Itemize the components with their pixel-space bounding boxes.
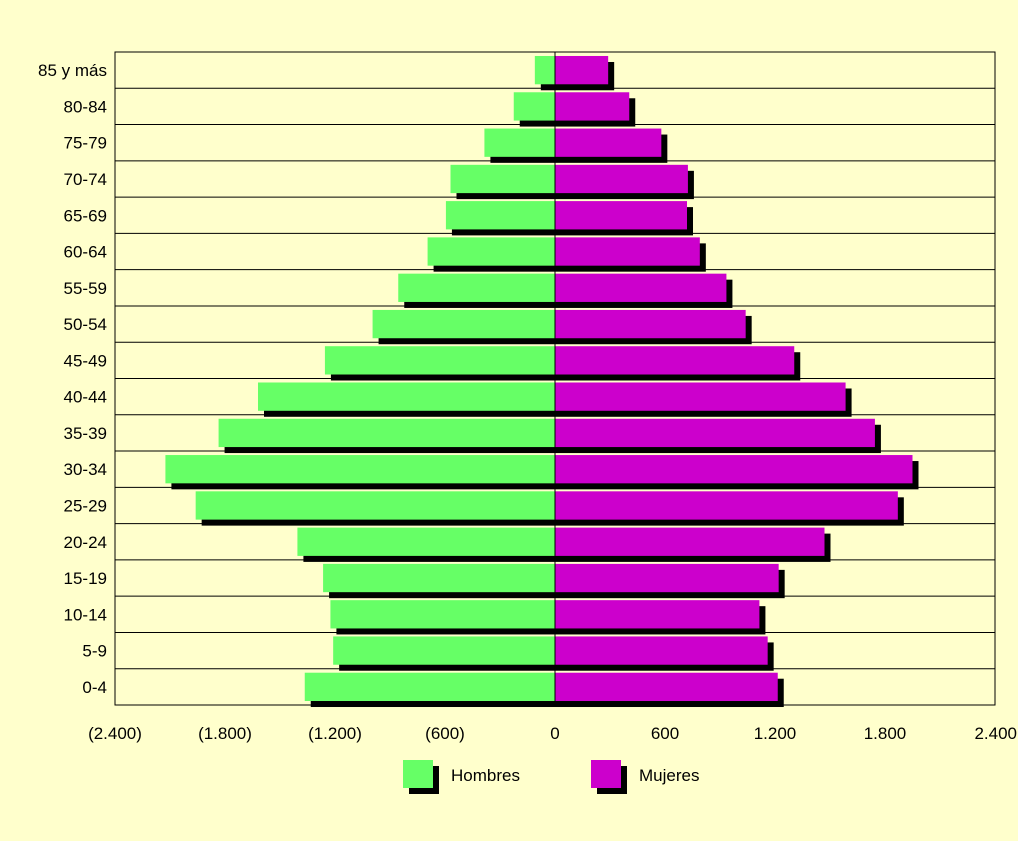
bar-mujeres bbox=[555, 164, 688, 194]
bar-hombres bbox=[297, 527, 555, 556]
bar-hombres bbox=[513, 92, 555, 121]
bar-mujeres bbox=[555, 128, 662, 157]
x-tick-label: (1.800) bbox=[198, 724, 252, 743]
bar-hombres bbox=[304, 672, 555, 702]
y-tick-label: 85 y más bbox=[38, 61, 107, 80]
x-tick-label: (600) bbox=[425, 724, 465, 743]
bar-hombres bbox=[534, 55, 555, 85]
bar-hombres bbox=[195, 491, 555, 520]
y-tick-label: 75-79 bbox=[64, 134, 107, 153]
bar-mujeres bbox=[555, 346, 795, 375]
bar-hombres bbox=[330, 600, 555, 629]
legend-label-hombres: Hombres bbox=[451, 766, 520, 785]
y-tick-label: 80-84 bbox=[64, 97, 107, 116]
bar-mujeres bbox=[555, 491, 898, 520]
y-tick-label: 60-64 bbox=[64, 243, 107, 262]
bar-mujeres bbox=[555, 55, 609, 85]
bar-mujeres bbox=[555, 309, 746, 339]
y-axis-labels: 85 y más 80-84 75-79 70-74 65-69 60-64 55-59 50… bbox=[38, 61, 107, 697]
bar-mujeres bbox=[555, 455, 913, 484]
y-tick-label: 40-44 bbox=[64, 388, 107, 407]
bar-hombres bbox=[258, 382, 555, 411]
y-tick-label: 55-59 bbox=[64, 279, 107, 298]
y-tick-label: 15-19 bbox=[64, 569, 107, 588]
legend-swatch-mujeres bbox=[591, 760, 621, 788]
bar-hombres bbox=[484, 128, 555, 157]
y-tick-label: 45-49 bbox=[64, 351, 107, 370]
bar-mujeres bbox=[555, 600, 760, 629]
x-tick-label: 600 bbox=[651, 724, 679, 743]
y-tick-label: 20-24 bbox=[64, 533, 107, 552]
bar-mujeres bbox=[555, 273, 727, 302]
y-tick-label: 65-69 bbox=[64, 206, 107, 225]
bar-mujeres bbox=[555, 563, 779, 593]
y-tick-label: 30-34 bbox=[64, 460, 107, 479]
y-tick-label: 35-39 bbox=[64, 424, 107, 443]
y-tick-label: 0-4 bbox=[82, 678, 107, 697]
bar-hombres bbox=[450, 164, 555, 194]
x-tick-label: 1.800 bbox=[864, 724, 907, 743]
x-axis-labels: (2.400) (1.800) (1.200) (600) 0 600 1.200 1.800… bbox=[88, 724, 1017, 743]
bar-hombres bbox=[398, 273, 555, 302]
x-tick-label: (1.200) bbox=[308, 724, 362, 743]
bar-hombres bbox=[372, 309, 555, 339]
x-tick-label: 0 bbox=[550, 724, 559, 743]
bar-mujeres bbox=[555, 672, 778, 702]
legend: Hombres Mujeres bbox=[403, 760, 699, 794]
x-tick-label: (2.400) bbox=[88, 724, 142, 743]
legend-label-mujeres: Mujeres bbox=[639, 766, 699, 785]
bar-hombres bbox=[324, 346, 555, 375]
bar-mujeres bbox=[555, 382, 846, 411]
bar-mujeres bbox=[555, 237, 700, 266]
x-tick-label: 2.400 bbox=[974, 724, 1017, 743]
bar-hombres bbox=[218, 418, 556, 448]
bar-mujeres bbox=[555, 527, 825, 556]
bar-hombres bbox=[427, 237, 555, 266]
bar-mujeres bbox=[555, 636, 768, 665]
bar-mujeres bbox=[555, 92, 630, 121]
bar-hombres bbox=[165, 455, 555, 484]
y-tick-label: 5-9 bbox=[82, 642, 107, 661]
bar-mujeres bbox=[555, 201, 687, 230]
y-tick-label: 10-14 bbox=[64, 605, 107, 624]
y-tick-label: 50-54 bbox=[64, 315, 107, 334]
x-tick-label: 1.200 bbox=[754, 724, 797, 743]
bar-hombres bbox=[323, 563, 555, 593]
y-tick-label: 70-74 bbox=[64, 170, 107, 189]
legend-swatch-hombres bbox=[403, 760, 433, 788]
bar-hombres bbox=[333, 636, 555, 665]
bar-mujeres bbox=[555, 418, 875, 448]
bar-hombres bbox=[445, 201, 555, 230]
y-tick-label: 25-29 bbox=[64, 496, 107, 515]
bars bbox=[165, 55, 919, 708]
